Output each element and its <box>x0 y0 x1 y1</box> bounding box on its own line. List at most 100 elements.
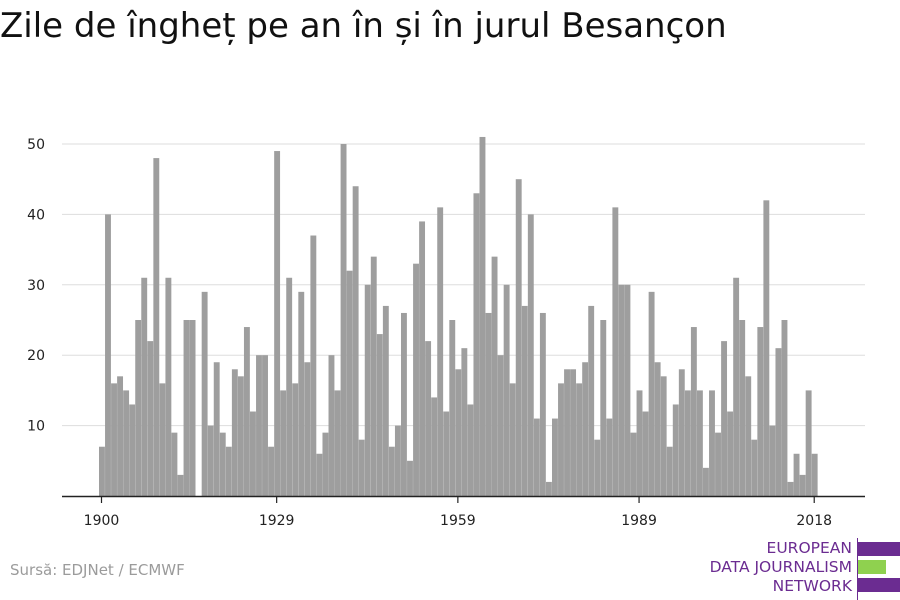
bar-1943 <box>358 439 365 496</box>
bar-1983 <box>600 320 607 496</box>
bar-1924 <box>243 327 250 496</box>
bar-2012 <box>775 348 782 496</box>
bar-1949 <box>394 425 401 496</box>
y-tick-label: 20 <box>27 348 45 364</box>
bar-1952 <box>413 263 419 496</box>
bar-1938 <box>328 355 335 496</box>
bar-1932 <box>292 383 299 496</box>
bar-1925 <box>250 411 256 496</box>
bar-1981 <box>588 305 595 496</box>
x-tick-label: 1929 <box>259 513 295 529</box>
bar-1986 <box>618 284 625 496</box>
edjnet-logo: EUROPEAN DATA JOURNALISM NETWORK <box>700 538 900 600</box>
bar-1969 <box>515 179 522 496</box>
bar-1919 <box>213 362 220 496</box>
x-axis: 1900 1929 1959 1989 2018 <box>62 495 865 529</box>
bar-1968 <box>509 383 516 496</box>
bar-1951 <box>407 460 413 496</box>
bar-1958 <box>449 320 456 496</box>
bar-1973 <box>539 312 546 496</box>
bar-1966 <box>497 355 504 496</box>
bar-2011 <box>769 425 776 496</box>
x-tick-label: 2018 <box>796 513 832 529</box>
bar-1911 <box>165 277 172 496</box>
bar-1988 <box>630 432 637 496</box>
bar-1934 <box>304 362 311 496</box>
bar-2005 <box>733 277 740 496</box>
x-tick-label: 1900 <box>84 513 120 529</box>
logo-divider <box>857 538 858 600</box>
source-note: Sursă: EDJNet / ECMWF <box>10 561 185 579</box>
bar-1905 <box>129 404 136 496</box>
bar-1998 <box>690 327 697 496</box>
y-tick-label: 30 <box>27 278 45 294</box>
bar-2016 <box>799 474 806 496</box>
bar-2008 <box>751 439 758 496</box>
bar-1928 <box>268 446 275 496</box>
bar-1967 <box>503 284 510 496</box>
bar-1994 <box>666 446 673 496</box>
bar-1931 <box>286 277 293 496</box>
logo-bar-purple-top <box>858 542 900 556</box>
bar-1920 <box>219 432 226 496</box>
bar-2007 <box>745 376 752 496</box>
y-tick-label: 40 <box>27 207 45 223</box>
bar-1903 <box>117 376 124 496</box>
bar-2000 <box>703 467 709 496</box>
bar-2010 <box>763 200 770 496</box>
bar-1908 <box>147 341 154 496</box>
bar-1927 <box>262 355 268 496</box>
bar-1999 <box>696 390 703 496</box>
bar-1963 <box>479 136 486 496</box>
bar-1976 <box>558 383 564 496</box>
bars <box>99 136 818 497</box>
bar-1915 <box>189 320 196 496</box>
bar-1941 <box>346 270 353 496</box>
bar-1990 <box>642 411 649 496</box>
x-tick-label: 1959 <box>440 513 476 529</box>
logo-text-network: NETWORK <box>772 577 852 595</box>
bar-1942 <box>352 186 359 497</box>
bar-1921 <box>225 446 232 496</box>
bar-2013 <box>781 320 788 496</box>
logo-text-data-journalism: DATA JOURNALISM <box>709 558 852 576</box>
bar-1962 <box>473 193 480 496</box>
bar-1980 <box>582 362 589 496</box>
bar-1939 <box>334 390 341 496</box>
bar-1953 <box>419 221 426 496</box>
bar-1909 <box>153 158 160 496</box>
y-axis-tick-labels: 10 20 30 40 50 <box>27 137 45 435</box>
bar-1960 <box>461 348 468 496</box>
bar-1965 <box>491 256 498 496</box>
bar-1978 <box>570 369 577 496</box>
bar-1945 <box>370 256 377 496</box>
bar-2003 <box>721 341 728 496</box>
bar-1912 <box>171 432 178 496</box>
bar-1972 <box>533 418 540 496</box>
x-tick-label: 1989 <box>621 513 657 529</box>
bar-1956 <box>437 207 444 497</box>
bar-1947 <box>382 305 389 496</box>
bar-1900 <box>99 446 105 496</box>
bar-1906 <box>135 320 142 496</box>
logo-bar-green <box>858 560 886 574</box>
bar-1940 <box>340 144 347 496</box>
bar-1902 <box>111 383 117 496</box>
bar-2009 <box>757 327 764 496</box>
bar-1929 <box>274 151 281 497</box>
bar-1917 <box>201 291 208 496</box>
bar-1997 <box>684 390 691 496</box>
bar-1993 <box>660 376 667 496</box>
bar-2018 <box>811 453 818 496</box>
bar-1936 <box>316 453 323 496</box>
bar-1946 <box>376 334 383 496</box>
bar-1955 <box>431 397 438 496</box>
bar-1964 <box>485 312 492 496</box>
bar-2001 <box>709 390 715 496</box>
bar-1933 <box>298 291 305 496</box>
bar-1984 <box>606 418 613 496</box>
bar-1926 <box>256 355 262 496</box>
bar-1910 <box>159 383 166 496</box>
bar-1950 <box>401 312 407 496</box>
